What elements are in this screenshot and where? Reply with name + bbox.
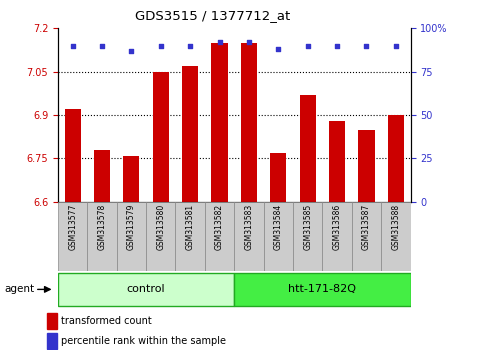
Point: [157, 43, 165, 48]
Point: [274, 46, 282, 52]
Bar: [182, 66, 198, 202]
Text: GSM313587: GSM313587: [362, 204, 371, 250]
Bar: [117, 202, 146, 271]
Bar: [293, 202, 323, 271]
Point: [304, 43, 312, 48]
Text: GSM313585: GSM313585: [303, 204, 312, 250]
Text: GSM313579: GSM313579: [127, 204, 136, 250]
Bar: [299, 95, 316, 202]
Point: [98, 43, 106, 48]
Bar: [212, 43, 227, 202]
Text: GSM313583: GSM313583: [244, 204, 254, 250]
Bar: [241, 43, 257, 202]
Point: [128, 48, 135, 54]
Bar: [381, 202, 411, 271]
Text: GSM313577: GSM313577: [68, 204, 77, 250]
Bar: [58, 273, 234, 306]
Bar: [323, 202, 352, 271]
Point: [363, 43, 370, 48]
Bar: [352, 202, 381, 271]
Point: [333, 43, 341, 48]
Bar: [94, 150, 110, 202]
Bar: [388, 115, 404, 202]
Text: GSM313582: GSM313582: [215, 204, 224, 250]
Text: htt-171-82Q: htt-171-82Q: [288, 284, 356, 295]
Text: GSM313581: GSM313581: [185, 204, 195, 250]
Bar: [146, 202, 175, 271]
Text: agent: agent: [5, 284, 35, 295]
Bar: [205, 202, 234, 271]
Point: [245, 39, 253, 45]
Bar: [234, 202, 264, 271]
Text: GSM313584: GSM313584: [274, 204, 283, 250]
Bar: [175, 202, 205, 271]
Bar: [87, 202, 117, 271]
Point: [186, 43, 194, 48]
Text: GDS3515 / 1377712_at: GDS3515 / 1377712_at: [135, 9, 290, 22]
Bar: [58, 202, 87, 271]
Point: [69, 43, 76, 48]
Text: GSM313580: GSM313580: [156, 204, 165, 250]
Point: [216, 39, 224, 45]
Bar: [358, 130, 374, 202]
Bar: [270, 153, 286, 202]
Bar: [329, 121, 345, 202]
Bar: [264, 202, 293, 271]
Bar: [47, 333, 57, 348]
Text: control: control: [127, 284, 165, 295]
Bar: [153, 72, 169, 202]
Bar: [234, 273, 411, 306]
Text: percentile rank within the sample: percentile rank within the sample: [61, 336, 226, 346]
Bar: [47, 314, 57, 329]
Point: [392, 43, 400, 48]
Text: transformed count: transformed count: [61, 316, 152, 326]
Bar: [123, 155, 140, 202]
Text: GSM313586: GSM313586: [333, 204, 341, 250]
Text: GSM313588: GSM313588: [391, 204, 400, 250]
Text: GSM313578: GSM313578: [98, 204, 107, 250]
Bar: [65, 109, 81, 202]
